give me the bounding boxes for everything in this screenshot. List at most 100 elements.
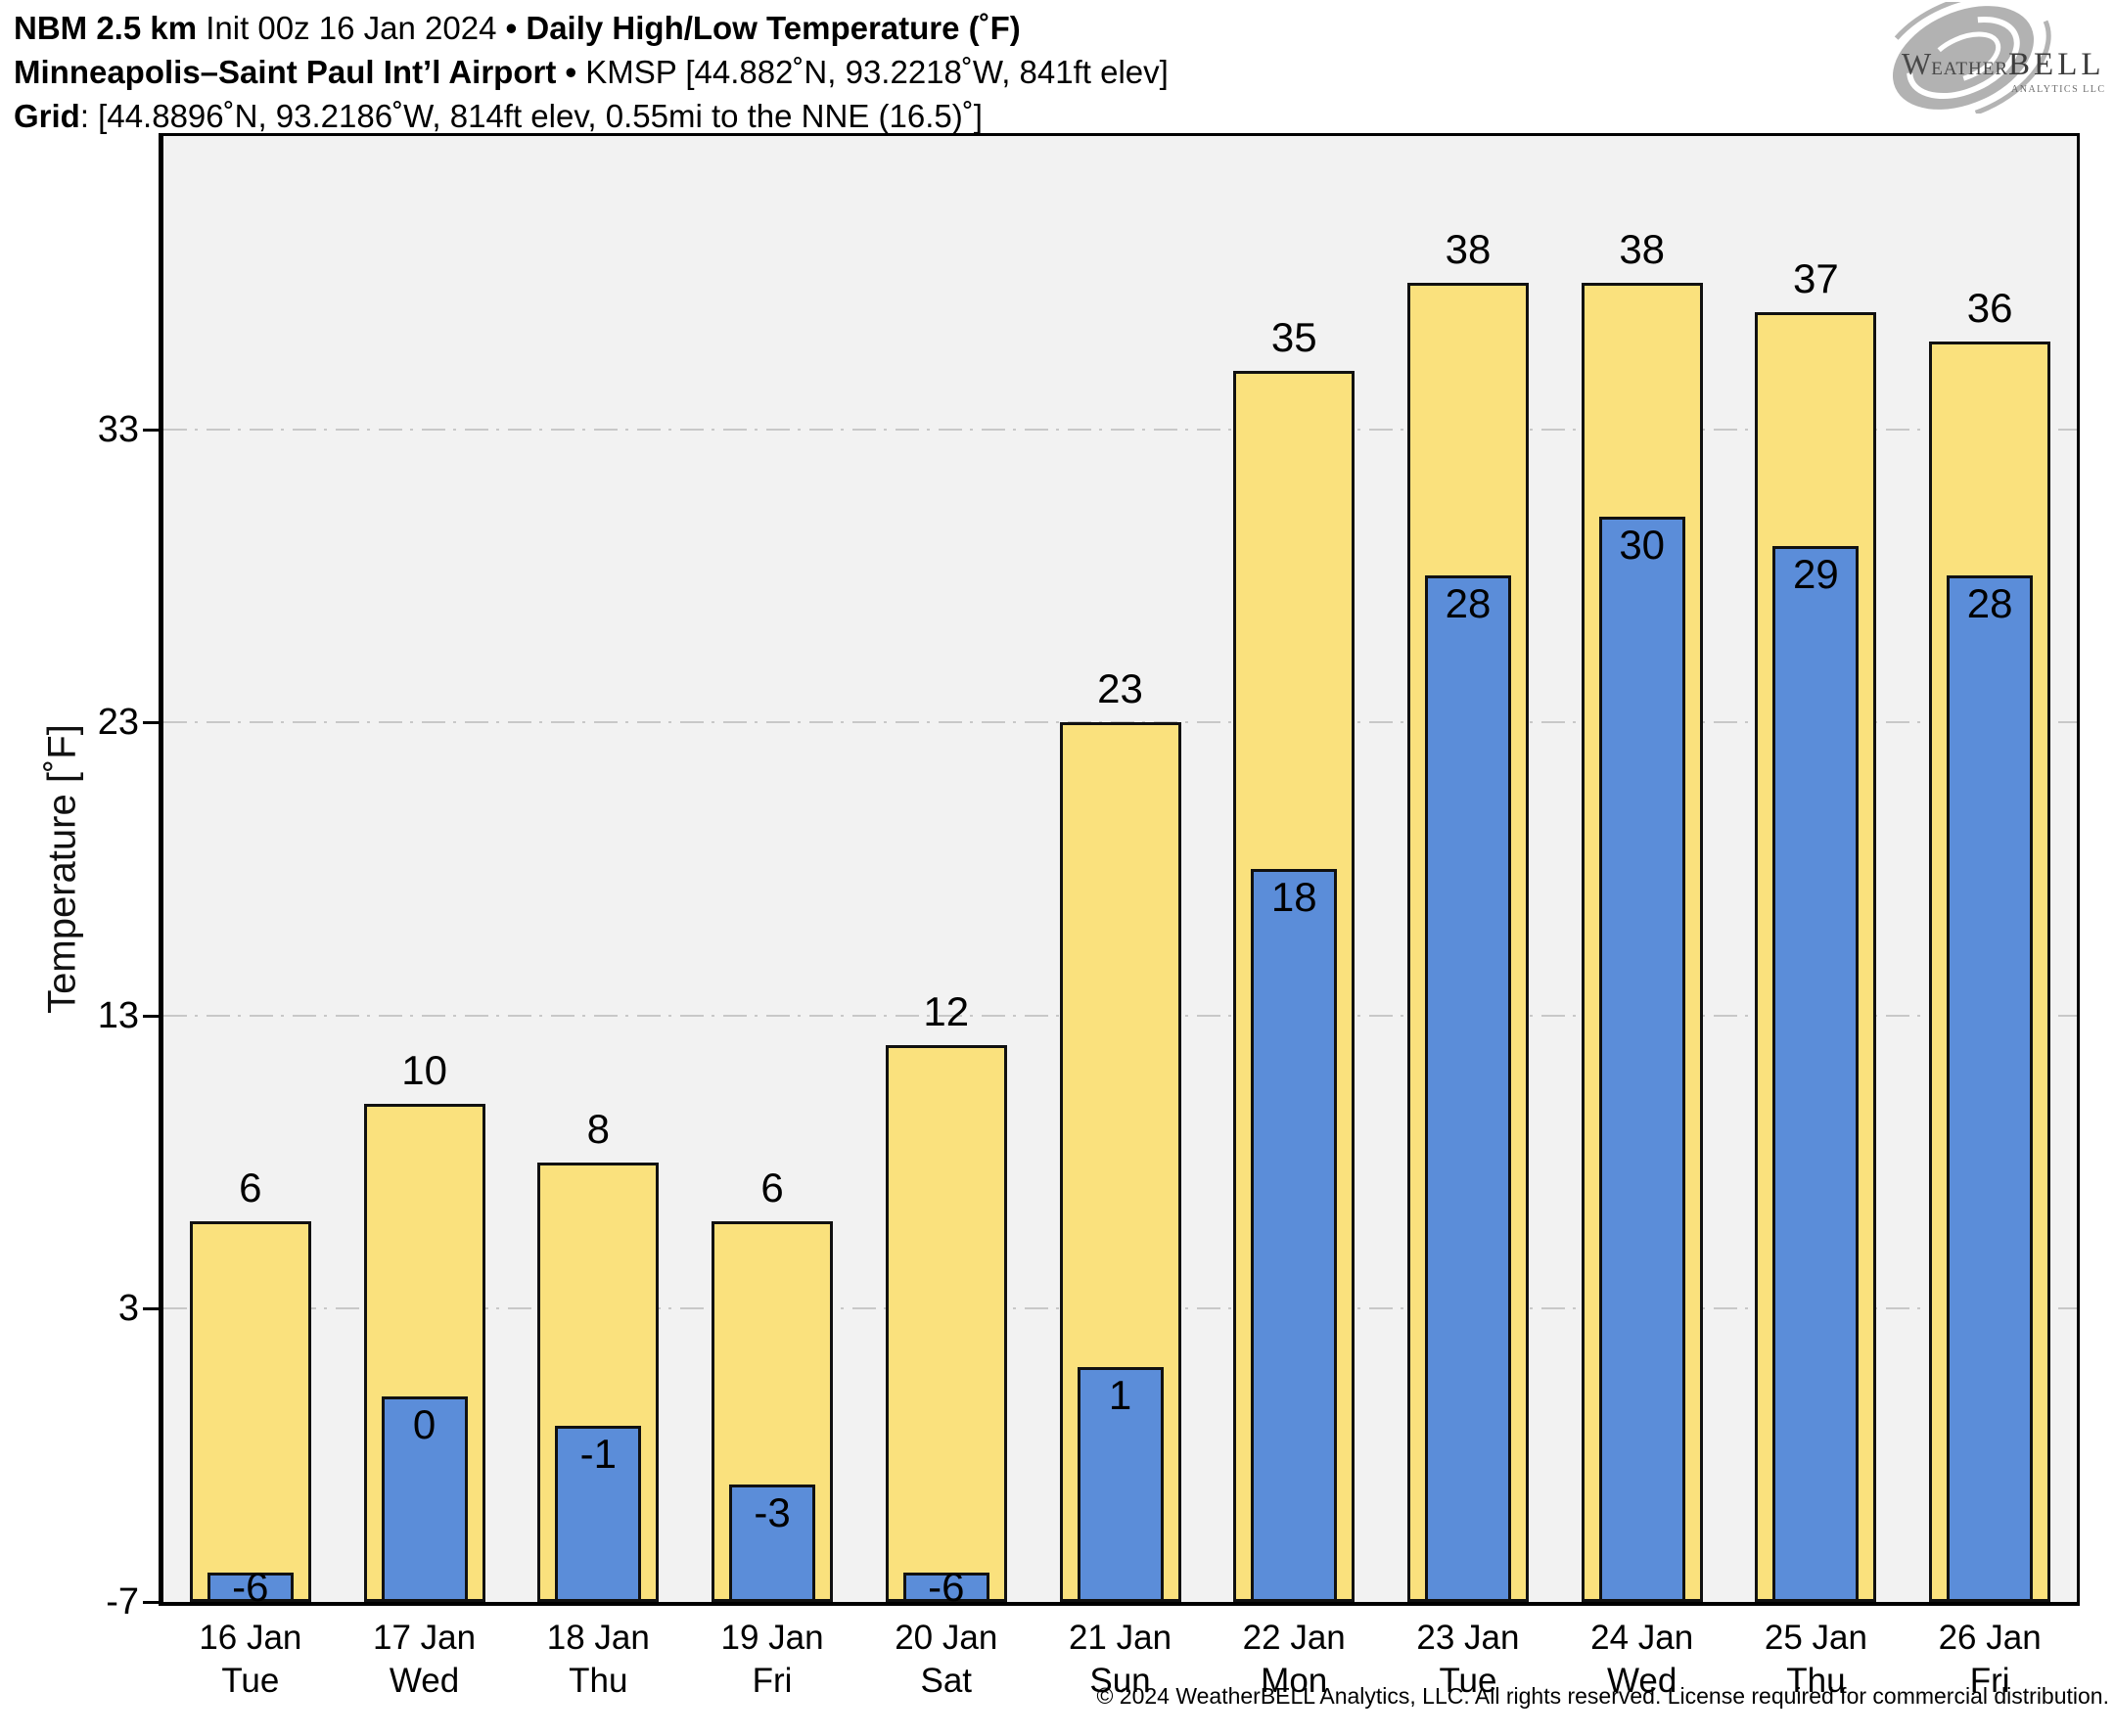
y-tick-label: -7 (106, 1581, 139, 1622)
y-tick-mark (143, 721, 159, 725)
x-tick-date: 20 Jan (895, 1619, 998, 1657)
high-value-label: 12 (923, 987, 970, 1034)
low-bar (555, 1426, 642, 1602)
high-bar (885, 1044, 1007, 1602)
x-tick-day: Fri (752, 1662, 793, 1700)
x-tick-date: 26 Jan (1938, 1619, 2042, 1657)
logo-wordmark: WEATHERBELL (1902, 46, 2105, 82)
plot-inner: 6 -6 10 0 8 -1 6 -3 12 -6 23 1 35 18 38 28 38 30 37 29 36 28 (163, 136, 2077, 1610)
logo-subtitle: ANALYTICS LLC (2011, 84, 2106, 95)
header-text-segment: Init 00z 16 Jan 2024 (206, 10, 506, 46)
high-value-label: 6 (239, 1164, 262, 1211)
x-tick-date: 16 Jan (199, 1619, 302, 1657)
x-tick-date: 25 Jan (1764, 1619, 1867, 1657)
high-value-label: 37 (1793, 254, 1839, 301)
x-tick-day: Sat (920, 1662, 973, 1700)
low-value-label: 0 (412, 1401, 437, 1448)
y-tick-mark (143, 1307, 159, 1311)
header-text-segment: NBM 2.5 km (14, 10, 207, 46)
low-bar (207, 1573, 294, 1602)
low-value-label: 28 (1966, 580, 2013, 627)
x-tick-label: 23 Jan Tue (1382, 1617, 1554, 1703)
chart-header: NBM 2.5 km Init 00z 16 Jan 2024 • Daily … (14, 6, 1169, 138)
low-value-label: -6 (232, 1564, 269, 1611)
high-value-label: 10 (401, 1046, 447, 1093)
low-bar (381, 1396, 468, 1602)
header-text-segment: Daily High/Low Temperature (˚F) (526, 10, 1021, 46)
x-tick-day: Sun (1089, 1662, 1151, 1700)
high-value-label: 38 (1619, 225, 1666, 272)
x-tick-day: Wed (389, 1662, 460, 1700)
high-value-label: 35 (1270, 313, 1317, 360)
x-tick-date: 21 Jan (1068, 1619, 1172, 1657)
header-text-segment: Grid (14, 98, 80, 134)
low-value-label: -6 (928, 1564, 965, 1611)
low-value-label: 18 (1270, 874, 1317, 920)
x-tick-label: 26 Jan Fri (1904, 1617, 2076, 1703)
x-tick-date: 23 Jan (1416, 1619, 1520, 1657)
y-axis-title: Temperature [˚F] (40, 724, 84, 1014)
low-value-label: -1 (579, 1431, 617, 1478)
y-tick-mark (143, 428, 159, 432)
low-bar (1947, 575, 2034, 1602)
high-value-label: 6 (760, 1164, 784, 1211)
x-tick-date: 17 Jan (373, 1619, 477, 1657)
x-tick-label: 21 Jan Sun (1034, 1617, 1207, 1703)
gridline (163, 428, 2077, 431)
header-line-1: NBM 2.5 km Init 00z 16 Jan 2024 • Daily … (14, 6, 1169, 50)
header-text-segment: Minneapolis–Saint Paul Int’l Airport (14, 54, 566, 90)
hurricane-swirl-icon (1875, 2, 2051, 114)
low-bar (1424, 575, 1511, 1602)
weatherbell-logo: WEATHERBELL ANALYTICS LLC (1875, 2, 2106, 114)
copyright-text: © 2024 WeatherBELL Analytics, LLC. All r… (1096, 1683, 2109, 1709)
header-line-3: Grid: [44.8896˚N, 93.2186˚W, 814ft elev,… (14, 94, 1169, 138)
x-tick-label: 20 Jan Sat (860, 1617, 1033, 1703)
low-value-label: 28 (1445, 580, 1492, 627)
x-tick-label: 22 Jan Mon (1208, 1617, 1380, 1703)
header-text-segment: • (505, 10, 527, 46)
low-bar (902, 1573, 989, 1602)
x-tick-label: 19 Jan Fri (686, 1617, 858, 1703)
x-tick-date: 22 Jan (1242, 1619, 1346, 1657)
x-tick-date: 18 Jan (546, 1619, 650, 1657)
x-tick-day: Tue (221, 1662, 280, 1700)
header-text-segment: : [44.8896˚N, 93.2186˚W, 814ft elev, 0.5… (79, 98, 983, 134)
y-tick-label: 13 (97, 994, 139, 1036)
high-value-label: 38 (1445, 225, 1492, 272)
header-text-segment: • (565, 54, 586, 90)
low-bar (1772, 546, 1860, 1602)
x-tick-label: 17 Jan Wed (339, 1617, 511, 1703)
low-value-label: 30 (1619, 522, 1666, 569)
low-bar (1598, 517, 1685, 1602)
x-tick-date: 24 Jan (1590, 1619, 1694, 1657)
header-line-2: Minneapolis–Saint Paul Int’l Airport • K… (14, 50, 1169, 94)
x-tick-day: Fri (1969, 1662, 2010, 1700)
high-value-label: 8 (586, 1105, 610, 1152)
low-value-label: 1 (1108, 1372, 1132, 1419)
header-text-segment: KMSP [44.882˚N, 93.2218˚W, 841ft elev] (585, 54, 1169, 90)
x-tick-day: Wed (1607, 1662, 1677, 1700)
x-tick-day: Thu (569, 1662, 628, 1700)
y-tick-mark (143, 1601, 159, 1604)
low-value-label: -3 (754, 1489, 791, 1536)
y-tick-mark (143, 1014, 159, 1018)
high-bar (189, 1220, 311, 1602)
x-tick-day: Thu (1786, 1662, 1846, 1700)
y-tick-label: 23 (97, 702, 139, 744)
low-bar (729, 1485, 816, 1602)
high-value-label: 36 (1966, 284, 2013, 331)
low-bar (1077, 1367, 1164, 1602)
x-tick-day: Tue (1439, 1662, 1497, 1700)
high-value-label: 23 (1097, 665, 1143, 712)
x-tick-label: 24 Jan Wed (1556, 1617, 1728, 1703)
low-value-label: 29 (1793, 551, 1839, 598)
y-tick-label: 3 (117, 1288, 139, 1330)
x-tick-day: Mon (1261, 1662, 1328, 1700)
x-tick-label: 16 Jan Tue (164, 1617, 337, 1703)
y-tick-label: 33 (97, 408, 139, 450)
plot-area: 6 -6 10 0 8 -1 6 -3 12 -6 23 1 35 18 38 28 38 30 37 29 36 28 (159, 133, 2080, 1610)
low-bar (1251, 869, 1338, 1602)
x-tick-date: 19 Jan (720, 1619, 824, 1657)
x-tick-label: 18 Jan Thu (512, 1617, 684, 1703)
